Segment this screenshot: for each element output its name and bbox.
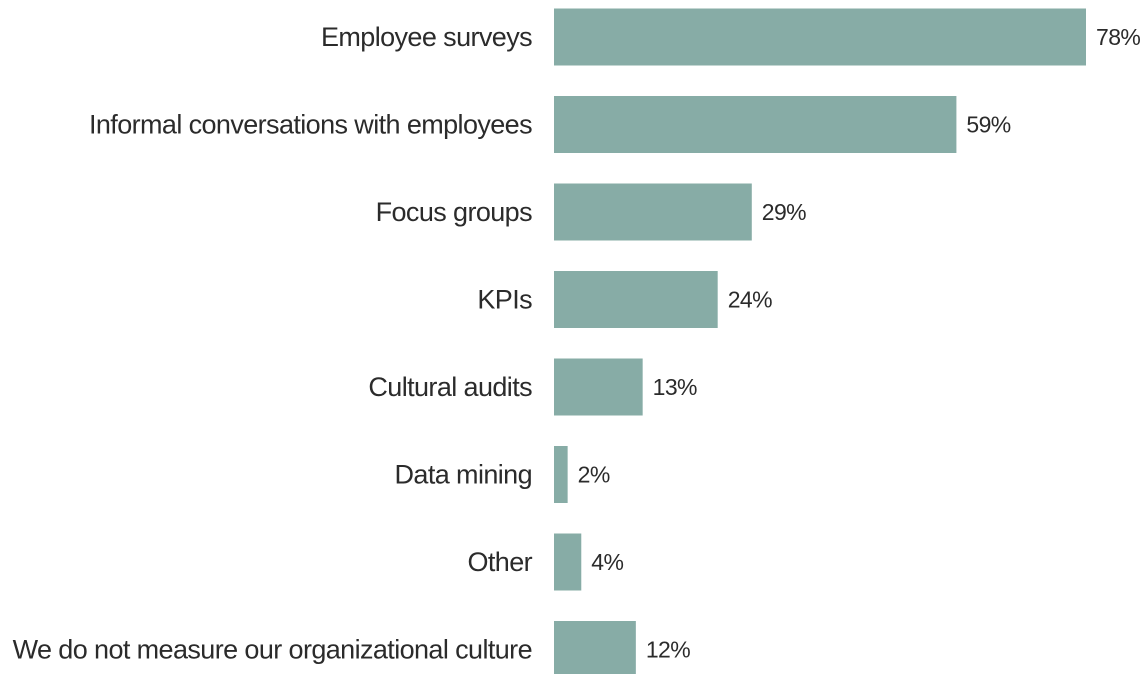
category-label: Other bbox=[467, 547, 532, 577]
category-label: Employee surveys bbox=[321, 22, 532, 52]
bar bbox=[554, 8, 1086, 66]
value-label: 4% bbox=[591, 549, 623, 575]
value-label: 24% bbox=[728, 287, 772, 313]
value-label: 12% bbox=[646, 637, 690, 663]
value-labels: 78% 59% 29% 24% 13% 2% 4% 12% bbox=[578, 24, 1141, 663]
value-label: 29% bbox=[762, 199, 806, 225]
category-label: We do not measure our organizational cul… bbox=[13, 635, 532, 665]
bar bbox=[554, 271, 718, 328]
value-label: 13% bbox=[653, 374, 697, 400]
bar bbox=[554, 96, 957, 153]
category-label: Focus groups bbox=[376, 197, 532, 227]
bar bbox=[554, 183, 752, 241]
bar bbox=[554, 533, 582, 591]
bar bbox=[554, 446, 568, 503]
bars-layer bbox=[554, 8, 1086, 674]
value-label: 2% bbox=[578, 462, 610, 488]
value-label: 78% bbox=[1096, 24, 1140, 50]
category-labels: Employee surveys Informal conversations w… bbox=[13, 22, 534, 665]
bar bbox=[554, 358, 643, 416]
category-label: Data mining bbox=[395, 460, 532, 490]
category-label: Informal conversations with employees bbox=[89, 110, 532, 140]
category-label: Cultural audits bbox=[368, 372, 532, 402]
value-label: 59% bbox=[966, 112, 1010, 138]
bar bbox=[554, 621, 636, 674]
category-label: KPIs bbox=[477, 285, 532, 315]
